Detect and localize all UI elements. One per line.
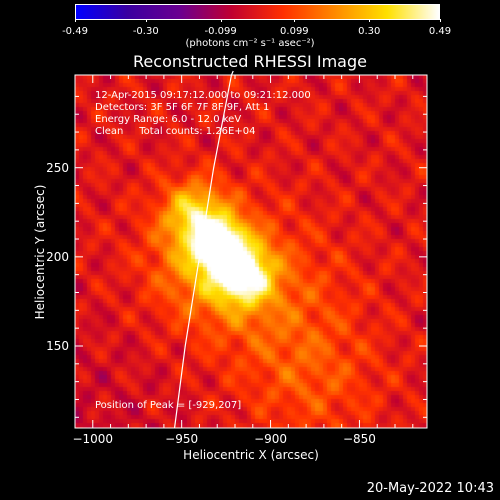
annotation-energy-range: Energy Range: 6.0 - 12.0 keV <box>95 114 242 125</box>
axis-tick-marks <box>74 75 427 428</box>
colorbar-tick-mark <box>145 19 147 22</box>
colorbar-tick-mark <box>440 19 441 22</box>
colorbar-tick-label: 0.49 <box>428 26 452 37</box>
x-tick-label: −950 <box>165 432 199 446</box>
solar-limb-line <box>173 70 234 429</box>
colorbar-tick-label: -0.30 <box>132 26 159 37</box>
annotation-detectors: Detectors: 3F 5F 6F 7F 8F 9F, Att 1 <box>95 102 270 113</box>
colorbar-tick-label: 0.099 <box>280 26 309 37</box>
annotation-time-range: 12-Apr-2015 09:17:12.000 to 09:21:12.000 <box>95 90 311 101</box>
colorbar-tick-mark <box>369 19 371 22</box>
colorbar-tick-label: 0.30 <box>358 26 381 37</box>
x-tick-label: −900 <box>254 432 288 446</box>
plot-frame <box>74 74 428 429</box>
y-tick-label: 250 <box>46 160 69 175</box>
y-tick-label: 200 <box>46 249 69 264</box>
colorbar-tick-label: -0.099 <box>204 26 237 37</box>
chart-title: Reconstructed RHESSI Image <box>133 52 367 71</box>
x-axis-label: Heliocentric X (arcsec) <box>183 448 319 462</box>
x-tick-label: −1000 <box>72 432 114 446</box>
colorbar-unit-label: (photons cm⁻² s⁻¹ asec⁻²) <box>185 38 315 49</box>
annotation-peak-position: Position of Peak = [-929,207] <box>95 400 242 411</box>
colorbar <box>75 4 440 20</box>
heatmap-image <box>75 75 427 428</box>
x-tick-label: −850 <box>342 432 376 446</box>
colorbar-tick-mark <box>294 19 296 22</box>
y-axis-label: Heliocentric Y (arcsec) <box>33 184 47 320</box>
colorbar-tick-mark <box>220 19 222 22</box>
timestamp: 20-May-2022 10:43 <box>366 481 494 496</box>
colorbar-tick-label: -0.49 <box>62 26 88 37</box>
y-tick-label: 150 <box>46 338 69 353</box>
colorbar-tick-mark <box>75 19 76 22</box>
annotation-clean-counts: Clean Total counts: 1.26E+04 <box>95 126 256 137</box>
